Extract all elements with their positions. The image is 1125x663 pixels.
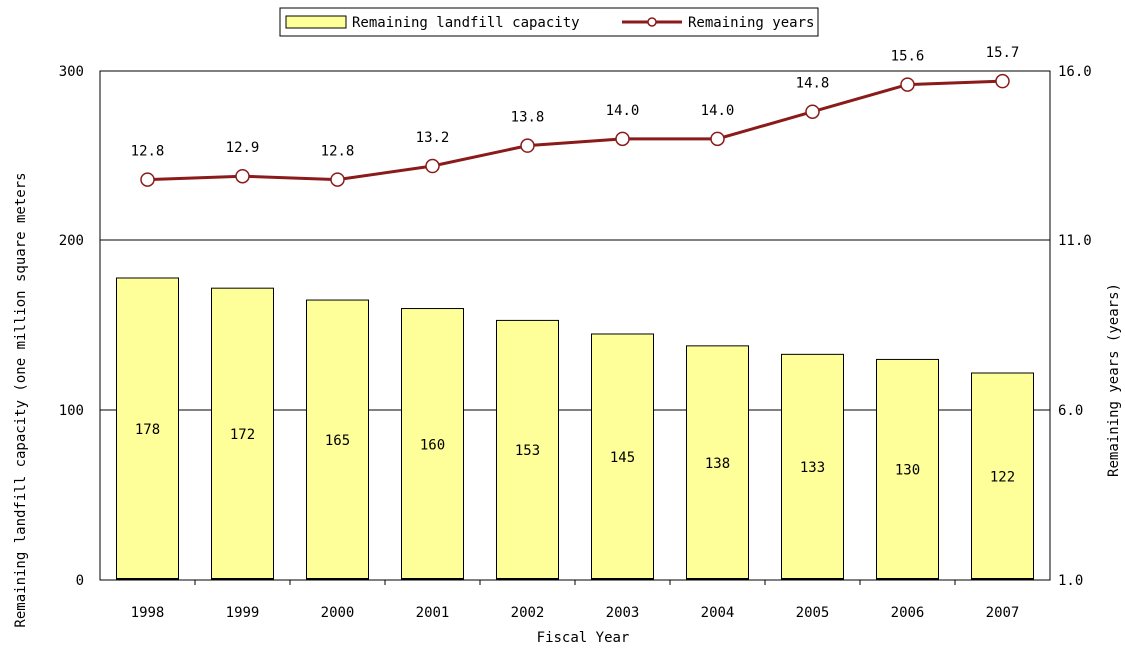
bar-value-label: 165	[325, 433, 350, 449]
bar	[876, 358, 939, 581]
y2-axis-title: Remaining years (years)	[1106, 283, 1122, 477]
bar-value-label: 178	[135, 422, 160, 438]
x-tick-label: 1998	[131, 605, 165, 621]
line-path	[147, 79, 1003, 182]
bar-value-label: 153	[515, 443, 540, 459]
bar-value-label: 160	[420, 437, 445, 453]
legend-box	[279, 7, 819, 37]
line-point	[520, 138, 535, 153]
bar	[781, 353, 844, 581]
y-axis-title: Remaining landfill capacity (one million…	[13, 172, 29, 627]
x-tick-label: 2003	[606, 605, 640, 621]
line-point	[805, 104, 820, 119]
line-point	[425, 158, 440, 174]
bar	[971, 372, 1034, 581]
y-tick-label: 200	[59, 233, 84, 249]
line-point	[330, 172, 345, 187]
x-tick-label: 2004	[701, 605, 735, 621]
x-tick-label: 2006	[891, 605, 925, 621]
y-tick-label: 300	[59, 64, 84, 80]
legend: Remaining landfill capacity Remaining ye…	[279, 7, 819, 37]
bar	[496, 319, 559, 581]
y-tick-label: 0	[76, 573, 84, 589]
legend-bar-label: Remaining landfill capacity	[352, 15, 580, 31]
line-labels: 12.8 12.9 12.8 13.2 13.8 14.0 14.0 14.8 15.6 15.7	[131, 45, 1020, 159]
bar	[306, 299, 369, 581]
x-tick-label: 2001	[416, 605, 450, 621]
x-tick-label: 1999	[226, 605, 260, 621]
y2-tick-label: 6.0	[1058, 403, 1083, 419]
line-value-label: 13.2	[416, 130, 450, 146]
line-value-label: 14.0	[606, 103, 640, 119]
line-point	[710, 131, 725, 147]
x-tick-label: 2002	[511, 605, 545, 621]
line-value-label: 12.8	[131, 144, 165, 160]
x-tick-label: 2005	[796, 605, 830, 621]
line-value-label: 12.8	[321, 144, 355, 160]
line-point	[615, 131, 630, 147]
line-point	[235, 168, 250, 184]
bar	[591, 333, 654, 581]
bar-value-label: 138	[705, 456, 730, 472]
bar-value-label: 145	[610, 450, 635, 466]
legend-line-label: Remaining years	[688, 15, 814, 31]
y2-tick-label: 1.0	[1058, 573, 1083, 589]
line-point	[140, 172, 155, 187]
bar-series	[116, 277, 1034, 581]
y-tick-label: 100	[59, 403, 84, 419]
legend-bar-swatch	[285, 15, 347, 29]
x-axis-title: Fiscal Year	[537, 630, 630, 646]
line-value-label: 12.9	[226, 140, 260, 156]
line-value-label: 13.8	[511, 110, 545, 126]
bar-value-label: 172	[230, 427, 255, 443]
x-tick-label: 2007	[986, 605, 1020, 621]
bar-value-label: 133	[800, 460, 825, 476]
line-value-label: 15.6	[891, 49, 925, 65]
line-point	[995, 73, 1010, 89]
line-value-label: 14.8	[796, 76, 830, 92]
y2-tick-label: 16.0	[1058, 64, 1092, 80]
line-series	[140, 73, 1010, 187]
x-tick-labels: 1998 1999 2000 2001 2002 2003 2004 2005 2006 2007	[131, 580, 1020, 621]
line-point	[900, 77, 915, 92]
x-tick-label: 2000	[321, 605, 355, 621]
bar	[211, 287, 274, 581]
bar-labels: 178 172 165 160 153 145 138 133 130 122	[135, 422, 1015, 486]
legend-line-marker	[647, 17, 657, 27]
line-value-label: 14.0	[701, 103, 735, 119]
line-value-label: 15.7	[986, 45, 1020, 61]
y2-tick-label: 11.0	[1058, 233, 1092, 249]
bar-value-label: 122	[990, 470, 1015, 486]
bar	[116, 277, 179, 581]
bar-value-label: 130	[895, 463, 920, 479]
